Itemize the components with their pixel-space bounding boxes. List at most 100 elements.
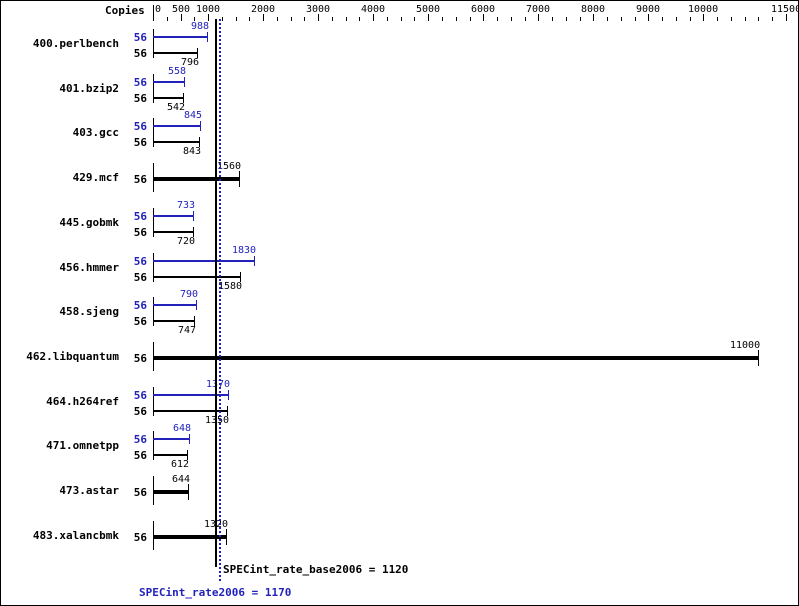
- axis-tick-minor: [731, 17, 732, 21]
- row-label-445-gobmk: 445.gobmk: [59, 215, 119, 229]
- axis-tick-minor: [470, 17, 471, 21]
- axis-tick-major: [208, 14, 209, 21]
- axis-tick-major: [648, 14, 649, 21]
- axis-tick-major: [373, 14, 374, 21]
- bar-peak: [153, 438, 189, 441]
- copies-peak: 56: [133, 209, 147, 223]
- bar-peak: [153, 214, 193, 217]
- axis-tick-label: 2000: [251, 4, 276, 15]
- bar-peak-endcap: [207, 32, 208, 42]
- bar-combined: [153, 177, 239, 182]
- summary-label-base: SPECint_rate_base2006 = 1120: [223, 563, 409, 576]
- axis-tick-major: [786, 14, 787, 21]
- row-label-458-sjeng: 458.sjeng: [59, 305, 119, 319]
- value-label-peak: 988: [191, 21, 210, 32]
- axis-tick-minor: [401, 17, 402, 21]
- value-label-base: 747: [178, 325, 197, 337]
- axis-tick-minor: [414, 17, 415, 21]
- bar-base: [153, 230, 193, 233]
- row-label-401-bzip2: 401.bzip2: [59, 81, 119, 95]
- row-label-471-omnetpp: 471.omnetpp: [46, 439, 119, 453]
- axis-tick-minor: [772, 17, 773, 21]
- row-label-464-h264ref: 464.h264ref: [46, 394, 119, 408]
- value-label-peak: 1830: [232, 244, 257, 256]
- bar-base-endcap: [240, 271, 241, 282]
- axis-tick-minor: [552, 17, 553, 21]
- value-label-peak: 558: [168, 65, 187, 77]
- row-label-403-gcc: 403.gcc: [72, 126, 119, 140]
- axis-tick-major: [263, 14, 264, 21]
- axis-tick-minor: [456, 17, 457, 21]
- copies-base: 56: [133, 449, 147, 463]
- reference-line-peak: [219, 19, 221, 581]
- copies-peak: 56: [133, 31, 147, 44]
- value-label-combined: 1560: [217, 161, 242, 173]
- value-label-peak: 845: [184, 110, 203, 122]
- axis-tick-minor: [387, 17, 388, 21]
- axis-tick-minor: [497, 17, 498, 21]
- bar-peak: [153, 80, 184, 83]
- axis-tick-major: [153, 14, 154, 21]
- axis-tick-minor: [236, 17, 237, 21]
- bar-peak-endcap: [193, 210, 194, 221]
- row-label-483-xalancbmk: 483.xalancbmk: [32, 528, 119, 542]
- axis-tick-label: 500: [172, 4, 191, 15]
- axis-tick-label: 5000: [416, 4, 441, 15]
- axis-tick-minor: [525, 17, 526, 21]
- axis-tick-label: 4000: [361, 4, 386, 15]
- axis-tick-minor: [580, 17, 581, 21]
- axis-tick-minor: [249, 17, 250, 21]
- bar-base-endcap: [199, 137, 200, 148]
- bar-peak: [153, 259, 254, 262]
- bar-peak: [153, 304, 196, 307]
- row-origin-tick: [153, 207, 154, 237]
- copies-base: 56: [133, 315, 147, 329]
- copies-base: 56: [133, 270, 147, 284]
- value-label-peak: 1370: [206, 379, 230, 390]
- value-label-base: 612: [171, 459, 190, 471]
- bar-peak: [153, 393, 228, 396]
- copies-base: 56: [133, 404, 147, 418]
- value-label-base: 843: [183, 146, 202, 158]
- axis-tick-major: [318, 14, 319, 21]
- summary-label-peak: SPECint_rate2006 = 1170: [139, 586, 292, 599]
- axis-tick-major: [703, 14, 704, 21]
- bar-combined: [153, 355, 758, 360]
- axis-tick-minor: [621, 17, 622, 21]
- axis-tick-minor: [758, 17, 759, 21]
- copies-base: 56: [133, 225, 147, 239]
- axis-tick-major: [593, 14, 594, 21]
- bar-base-endcap: [193, 226, 194, 237]
- axis-tick-major: [483, 14, 484, 21]
- bar-base: [153, 409, 227, 412]
- bar-base: [153, 52, 197, 54]
- axis-tick-minor: [332, 17, 333, 21]
- axis-tick-label: 0: [155, 4, 162, 15]
- bar-peak-endcap: [196, 300, 197, 311]
- axis-tick-minor: [635, 17, 636, 21]
- bar-peak: [153, 36, 207, 38]
- value-label-peak: 733: [177, 199, 196, 211]
- bar-combined-endcap: [239, 171, 240, 188]
- axis-tick-minor: [222, 17, 223, 21]
- copies-base: 56: [133, 91, 147, 105]
- axis-tick-major: [538, 14, 539, 21]
- copies-peak: 56: [133, 433, 147, 447]
- axis-tick-label: 10000: [688, 4, 719, 15]
- axis-tick-minor: [304, 17, 305, 21]
- row-label-400-perlbench: 400.perlbench: [32, 37, 119, 50]
- row-origin-tick: [153, 118, 154, 148]
- axis-tick-label: 1000: [196, 4, 221, 15]
- axis-tick-label: 8000: [581, 4, 606, 15]
- copies-header: Copies: [105, 4, 145, 17]
- bar-base-endcap: [187, 450, 188, 461]
- axis-tick-label: 7000: [526, 4, 551, 15]
- copies-base: 56: [133, 47, 147, 60]
- axis-tick-label: 9000: [636, 4, 661, 15]
- bar-combined-endcap: [226, 528, 227, 545]
- axis-tick-major: [428, 14, 429, 21]
- bar-base-endcap: [183, 92, 184, 103]
- value-label-peak: 648: [173, 423, 192, 435]
- bar-peak-endcap: [228, 389, 229, 400]
